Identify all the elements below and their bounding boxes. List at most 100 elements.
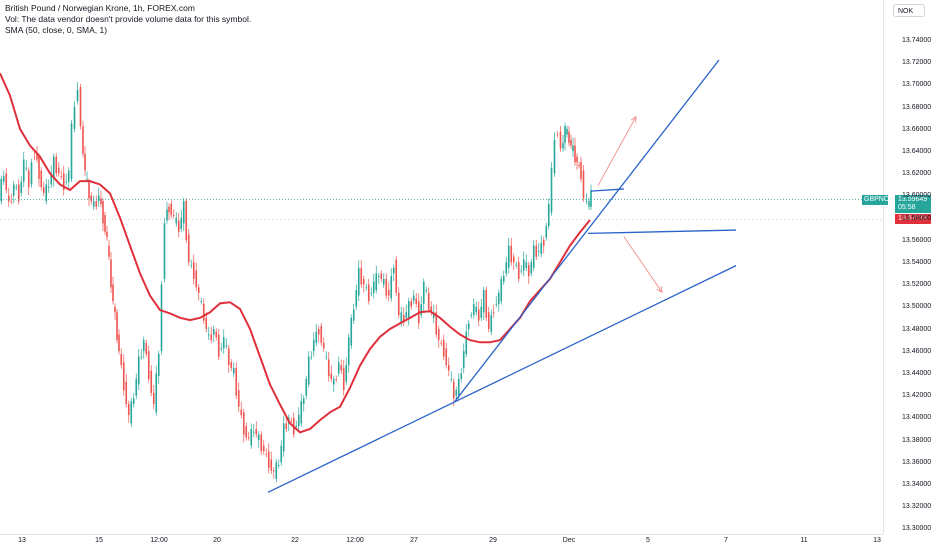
price-axis-label: 13.64000	[902, 148, 932, 155]
candle-body	[7, 195, 10, 202]
price-chart[interactable]	[0, 0, 883, 534]
candle-body	[280, 445, 283, 463]
candle-body	[310, 356, 313, 358]
candle-body	[17, 184, 20, 202]
candle-body	[440, 342, 443, 344]
candle-body	[500, 278, 503, 302]
candle-body	[435, 312, 438, 335]
candle-body	[88, 181, 90, 199]
candle-body	[62, 173, 65, 191]
candle-body	[207, 334, 210, 336]
price-axis-label: 13.34000	[902, 481, 932, 488]
candle-body	[415, 298, 418, 304]
last-price-value: 13.59649	[898, 196, 928, 203]
price-axis-label: 13.38000	[902, 436, 932, 444]
candle-body	[142, 340, 145, 352]
candle-body	[485, 290, 488, 318]
price-axis-label: 13.36000	[902, 458, 932, 466]
candle-body	[425, 290, 428, 291]
candle-body	[477, 309, 480, 321]
sma-price-tag: 13.57873	[895, 214, 931, 224]
candle-body	[590, 190, 592, 207]
time-axis-label: 29	[489, 537, 497, 544]
time-axis-label: 5	[646, 537, 650, 544]
trendline	[590, 188, 625, 192]
candle-body	[95, 201, 98, 207]
time-axis-label: 13	[18, 537, 26, 544]
candle-body	[562, 142, 564, 149]
candle-body	[255, 428, 258, 435]
time-scale[interactable]	[0, 534, 883, 551]
candle-body	[380, 273, 383, 279]
candle-body	[520, 270, 523, 272]
candle-body	[225, 345, 228, 347]
price-axis-label: 13.46000	[902, 347, 932, 355]
candle-body	[140, 356, 143, 358]
candle-body	[400, 312, 403, 324]
candle-body	[297, 415, 300, 427]
candle-body	[265, 453, 268, 455]
candle-body	[10, 201, 13, 202]
candle-body	[180, 217, 183, 229]
candle-body	[210, 334, 213, 341]
candle-body	[272, 470, 275, 472]
chart-pane[interactable]	[0, 0, 883, 534]
sma-line	[0, 72, 591, 434]
sma-legend[interactable]: SMA (50, close, 0, SMA, 1)	[5, 25, 108, 35]
candle-body	[70, 123, 73, 179]
candle-body	[277, 465, 280, 466]
time-axis-label: 13	[873, 537, 881, 544]
candle-body	[260, 434, 263, 452]
candle-body	[585, 201, 588, 202]
candle-body	[0, 178, 3, 202]
candle-body	[175, 217, 178, 224]
candle-body	[397, 292, 400, 316]
candle-body	[387, 290, 390, 296]
candle-body	[20, 181, 23, 193]
time-axis-label: 11	[800, 537, 808, 544]
candle-body	[205, 317, 208, 329]
candle-body	[122, 362, 125, 391]
time-axis-label: 27	[410, 537, 418, 544]
candle-body	[432, 312, 435, 318]
candle-body	[250, 428, 253, 446]
candle-body	[185, 201, 188, 241]
price-axis-label: 13.30000	[902, 525, 932, 533]
candle-body	[517, 262, 520, 279]
candle-body	[352, 309, 355, 321]
candle-body	[97, 195, 100, 202]
candle-body	[527, 265, 530, 277]
candle-body	[405, 312, 408, 318]
candle-body	[535, 245, 538, 257]
candle-body	[455, 390, 458, 396]
price-scale[interactable]	[883, 0, 932, 534]
candle-body	[580, 162, 582, 179]
candle-body	[262, 445, 265, 452]
bar-countdown: 05:58	[898, 204, 916, 211]
candle-body	[407, 301, 410, 318]
candle-body	[30, 162, 33, 185]
candle-body	[104, 215, 106, 232]
candle-body	[547, 203, 550, 227]
candle-body	[47, 187, 50, 189]
candle-body	[510, 245, 513, 263]
candle-body	[497, 292, 500, 304]
candle-body	[559, 131, 562, 149]
candle-body	[110, 259, 112, 288]
candle-body	[505, 262, 508, 274]
price-axis-label: 13.44000	[902, 370, 932, 377]
candle-body	[553, 140, 556, 174]
candle-body	[330, 373, 333, 379]
candle-body	[365, 287, 368, 289]
candle-body	[160, 284, 163, 352]
candle-body	[390, 276, 393, 299]
candle-body	[172, 215, 175, 216]
candle-body	[495, 303, 498, 305]
candle-body	[240, 409, 243, 416]
candle-body	[332, 378, 335, 385]
currency-selector[interactable]: NOK	[893, 4, 925, 17]
candle-body	[177, 220, 180, 232]
price-axis-label: 13.54000	[902, 259, 932, 266]
price-axis-label: 13.32000	[902, 503, 932, 511]
candle-body	[130, 401, 133, 424]
